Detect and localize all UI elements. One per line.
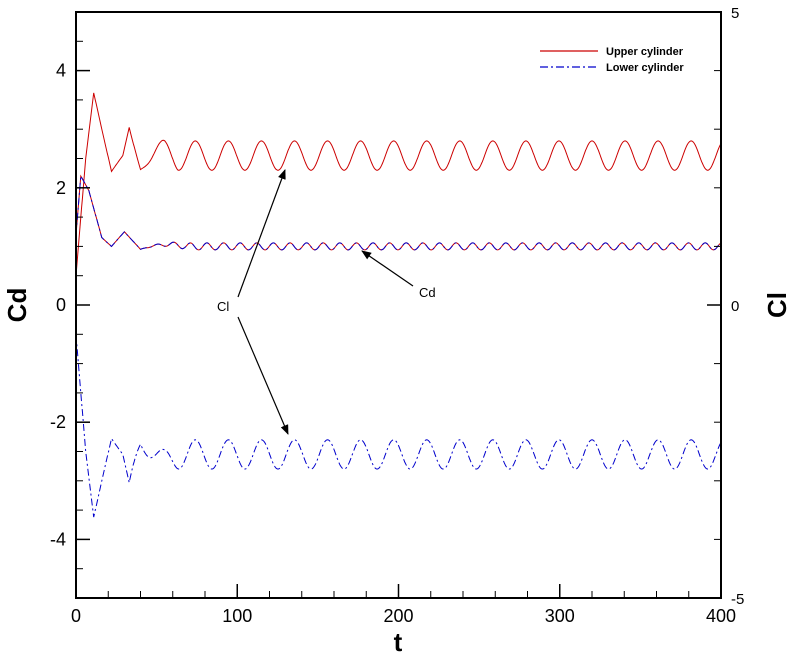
annotation-arrow-cl-upper <box>237 169 286 298</box>
series-upper-cd-line <box>75 174 722 251</box>
x-axis-title: t <box>394 627 403 656</box>
annotation-arrow-cl-lower <box>237 316 289 435</box>
y-left-tick-label: -4 <box>50 529 66 549</box>
legend-label-upper: Upper cylinder <box>606 46 684 58</box>
x-tick-label: 300 <box>545 606 575 626</box>
annotation-arrow-cd <box>361 250 414 287</box>
y-right-tick-label: 0 <box>731 298 739 315</box>
y-right-axis-title: Cl <box>762 292 792 318</box>
y-right-tick-label: 5 <box>731 5 739 22</box>
axis-ticks: 0 100 200 300 400 4 2 0 -2 -4 5 0 -5 <box>50 5 744 626</box>
annotations: Cl Cd <box>217 169 436 435</box>
y-left-tick-label: 2 <box>56 178 66 198</box>
y-left-tick-label: -2 <box>50 412 66 432</box>
plot-frame <box>75 11 722 599</box>
y-left-tick-label: 4 <box>56 61 66 81</box>
legend-label-lower: Lower cylinder <box>606 62 684 74</box>
x-tick-label: 400 <box>706 606 736 626</box>
x-tick-label: 200 <box>383 606 413 626</box>
series-lower-cl-line <box>75 334 722 518</box>
annotation-cd: Cd <box>419 285 436 300</box>
series-upper-cl-line <box>75 92 722 276</box>
series-lower-cd-line <box>75 174 722 251</box>
x-tick-label: 0 <box>71 606 81 626</box>
legend: Upper cylinder Lower cylinder <box>540 46 684 74</box>
y-left-axis-title: Cd <box>2 288 32 323</box>
plot-curves <box>75 92 722 518</box>
annotation-cl: Cl <box>217 299 229 314</box>
x-tick-label: 100 <box>222 606 252 626</box>
y-right-tick-label: -5 <box>731 591 744 608</box>
y-left-tick-label: 0 <box>56 295 66 315</box>
